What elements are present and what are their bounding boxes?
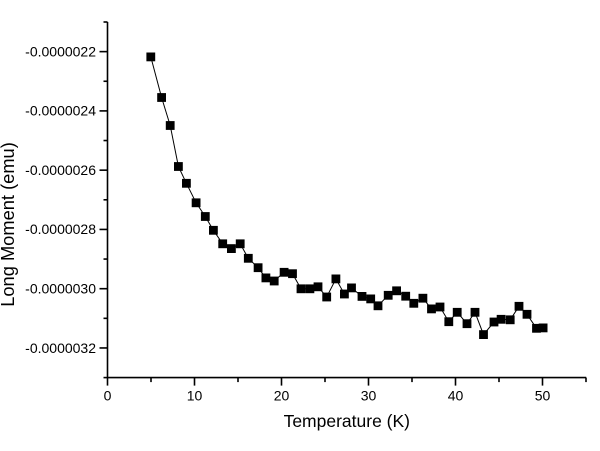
svg-text:Long Moment (emu): Long Moment (emu) <box>0 142 18 307</box>
svg-text:0: 0 <box>104 388 112 404</box>
svg-text:40: 40 <box>448 388 464 404</box>
svg-text:-0.0000024: -0.0000024 <box>25 103 96 119</box>
svg-text:-0.0000032: -0.0000032 <box>25 340 96 356</box>
svg-text:50: 50 <box>535 388 551 404</box>
svg-text:-0.0000030: -0.0000030 <box>25 280 96 296</box>
svg-text:-0.0000026: -0.0000026 <box>25 162 96 178</box>
svg-text:20: 20 <box>274 388 290 404</box>
svg-text:Temperature (K): Temperature (K) <box>284 411 410 431</box>
svg-text:-0.0000028: -0.0000028 <box>25 221 96 237</box>
svg-text:10: 10 <box>187 388 203 404</box>
svg-text:30: 30 <box>361 388 377 404</box>
svg-text:-0.0000022: -0.0000022 <box>25 43 96 59</box>
